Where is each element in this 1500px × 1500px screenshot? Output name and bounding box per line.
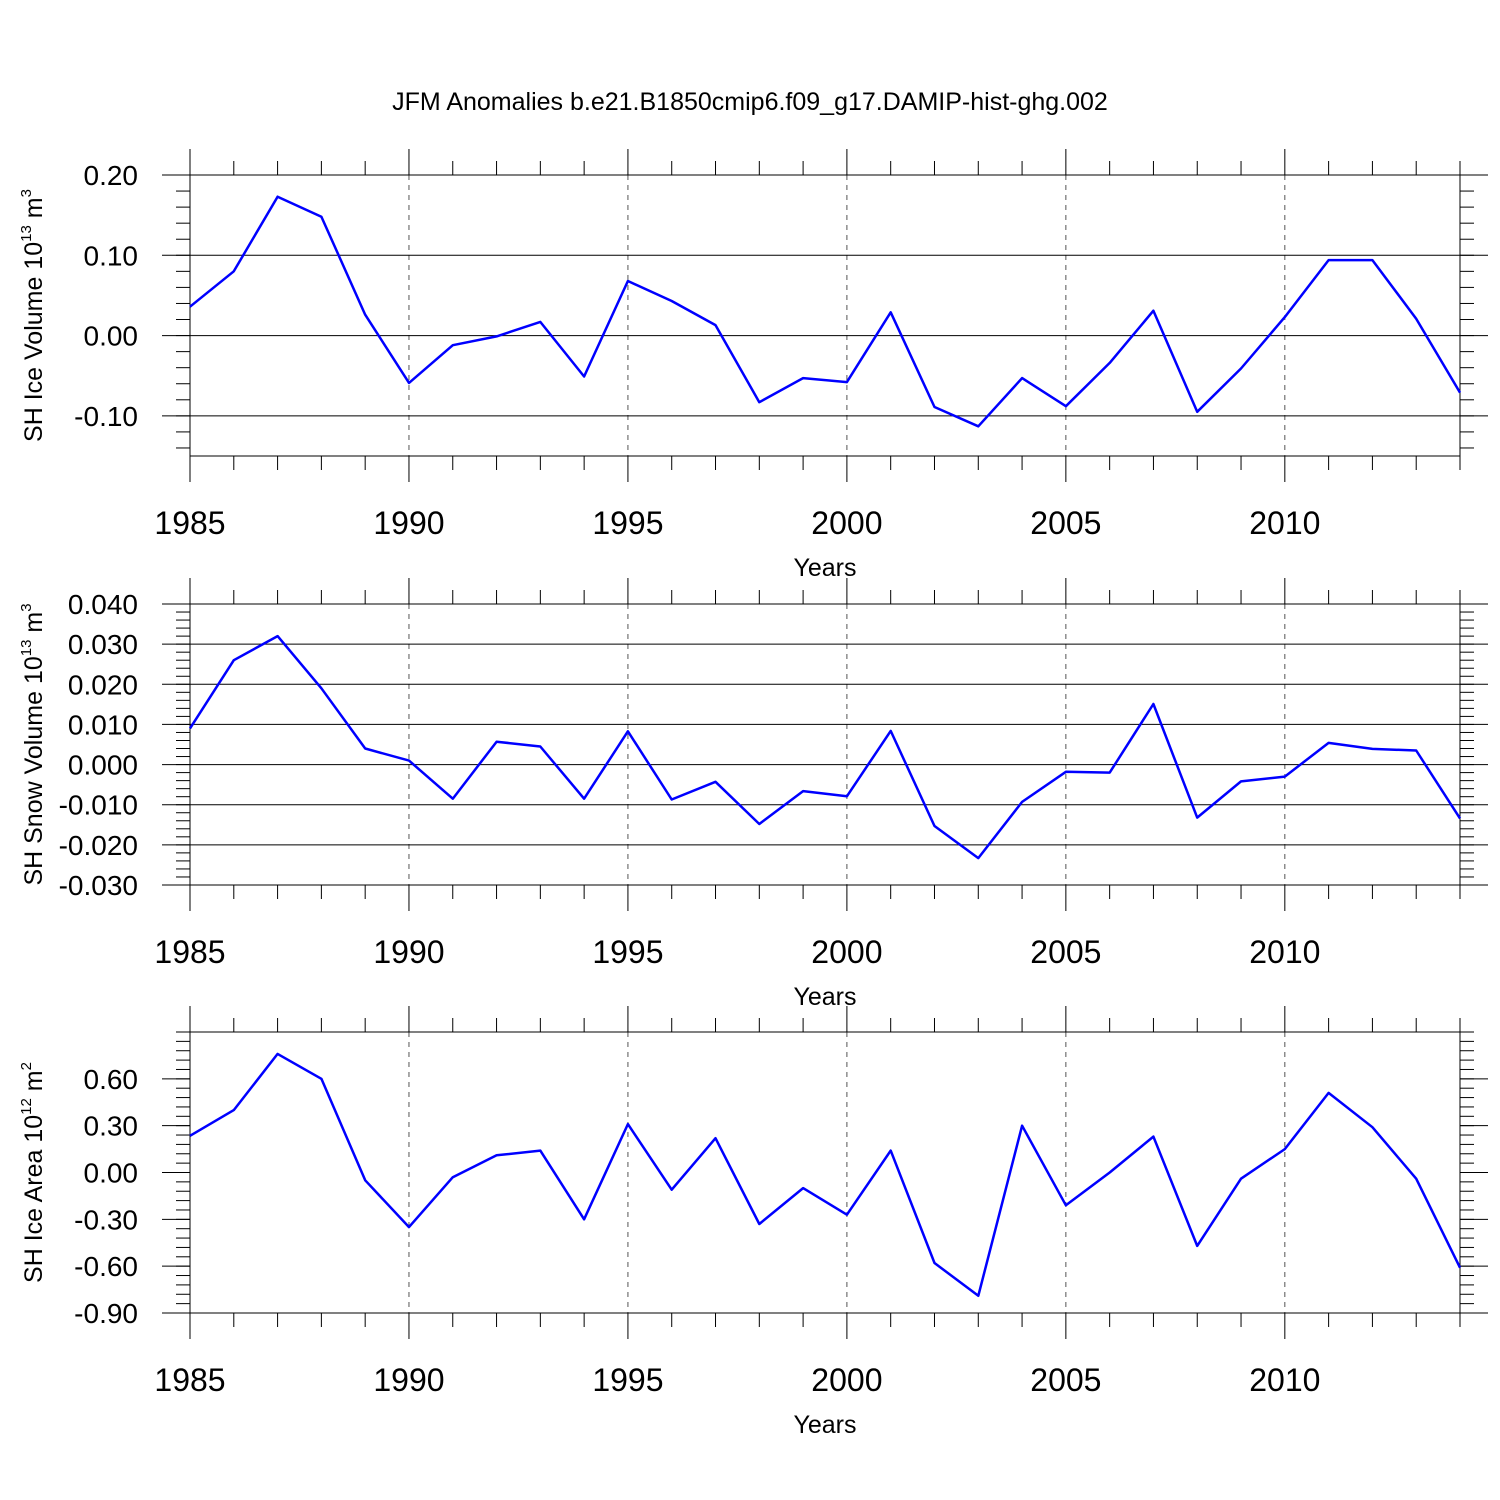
y-tick-label: 0.020 xyxy=(68,669,138,700)
panel-1: 0.20 0.10 0.00 -0.10 1985 1990 1995 2000 2005 201… xyxy=(18,149,1488,582)
x-tick-label: 1985 xyxy=(154,505,225,541)
y-tick-label: 0.010 xyxy=(68,709,138,740)
x-tick-label: 2005 xyxy=(1030,934,1101,970)
y-tick-label: 0.20 xyxy=(84,160,139,191)
x-tick-label: 2010 xyxy=(1249,934,1320,970)
y-tick-label: -0.010 xyxy=(59,790,138,821)
y-tick-label: -0.030 xyxy=(59,870,138,901)
x-tick-label: 2000 xyxy=(811,1362,882,1398)
x-axis-title: Years xyxy=(793,1411,856,1439)
x-tick-label: 1985 xyxy=(154,934,225,970)
y-axis-title: SH Ice Area 1012 m2 xyxy=(18,1062,48,1283)
y-axis-title: SH Ice Volume 1013 m3 xyxy=(18,189,48,442)
y-tick-label: -0.90 xyxy=(74,1298,138,1329)
y-tick-label: 0.00 xyxy=(84,321,139,352)
plot-frame xyxy=(189,174,1461,457)
x-tick-label: 1990 xyxy=(373,505,444,541)
series-line xyxy=(188,634,1462,860)
x-tick-label: 1990 xyxy=(373,1362,444,1398)
x-tick-label: 2000 xyxy=(811,934,882,970)
x-tick-label: 2005 xyxy=(1030,505,1101,541)
panel-3: 0.60 0.30 0.00 -0.30 -0.60 -0.90 1985 1990 1995 2… xyxy=(18,1006,1488,1439)
x-tick-label: 2005 xyxy=(1030,1362,1101,1398)
y-tick-label: -0.30 xyxy=(74,1204,138,1235)
x-axis-title: Years xyxy=(793,983,856,1011)
y-tick-label: -0.60 xyxy=(74,1251,138,1282)
x-tick-label: 1995 xyxy=(592,934,663,970)
y-tick-label: 0.040 xyxy=(68,589,138,620)
x-tick-label: 1995 xyxy=(592,505,663,541)
x-tick-label: 1990 xyxy=(373,934,444,970)
y-tick-label: 0.60 xyxy=(84,1064,139,1095)
y-axis-title: SH Snow Volume 1013 m3 xyxy=(18,603,48,885)
y-tick-label: 0.10 xyxy=(84,240,139,271)
y-tick-label: 0.000 xyxy=(68,750,138,781)
figure-title: JFM Anomalies b.e21.B1850cmip6.f09_g17.D… xyxy=(392,88,1108,116)
x-axis-title: Years xyxy=(793,554,856,582)
plot-frame xyxy=(189,603,1461,886)
x-tick-label: 2000 xyxy=(811,505,882,541)
y-tick-label: -0.10 xyxy=(74,401,138,432)
x-tick-label: 2010 xyxy=(1249,1362,1320,1398)
x-tick-label: 2010 xyxy=(1249,505,1320,541)
y-tick-label: 0.030 xyxy=(68,629,138,660)
x-tick-label: 1985 xyxy=(154,1362,225,1398)
y-tick-label: 0.00 xyxy=(84,1158,139,1189)
series-line xyxy=(189,195,1462,428)
y-tick-label: 0.30 xyxy=(84,1111,139,1142)
panel-2: 0.040 0.030 0.020 0.010 0.000 -0.010 -0.020 -0.… xyxy=(18,578,1488,1011)
y-tick-label: -0.020 xyxy=(59,830,138,861)
plot-frame xyxy=(189,1031,1461,1314)
series-line xyxy=(189,1052,1462,1298)
x-tick-label: 1995 xyxy=(592,1362,663,1398)
